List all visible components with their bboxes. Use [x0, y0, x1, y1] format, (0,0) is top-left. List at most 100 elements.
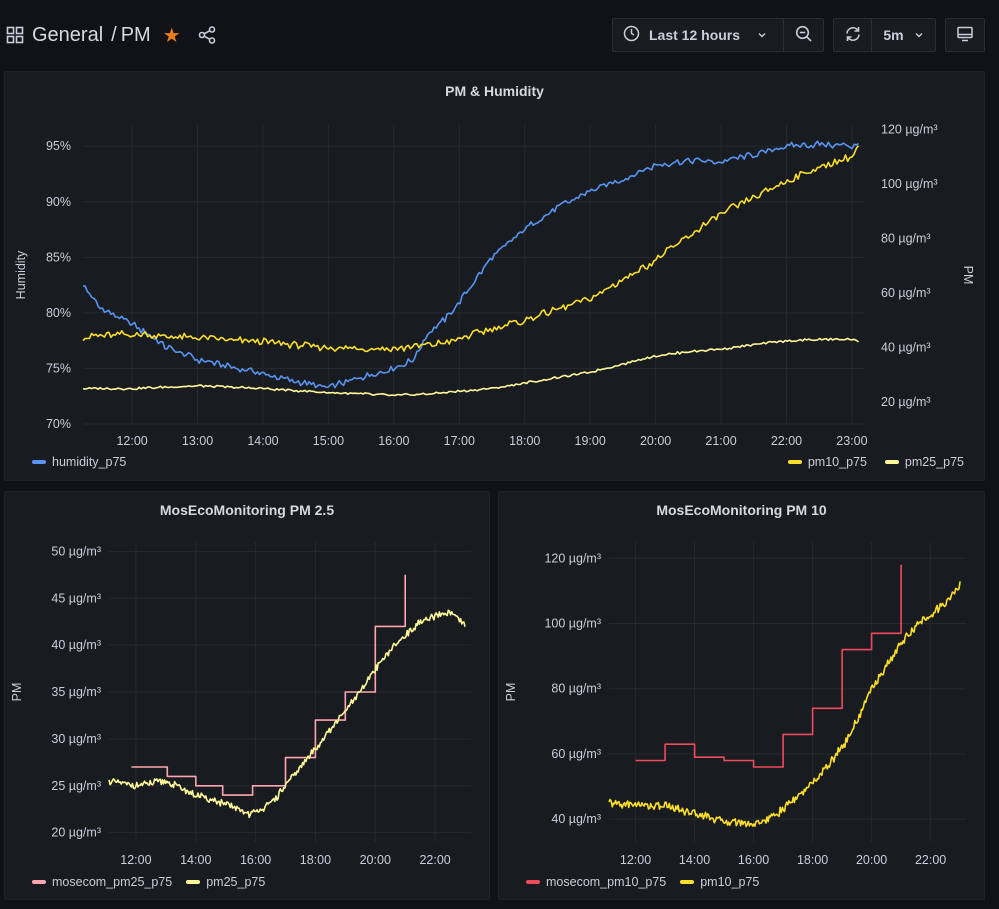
share-icon[interactable]	[197, 25, 217, 45]
series-line-pm10_p75	[82, 145, 860, 353]
y-right-tick-label: 20 µg/m³	[881, 395, 931, 409]
legend-right: pm10_p75 pm25_p75	[787, 455, 964, 469]
series-line-pm10_p75	[608, 581, 961, 828]
legend-swatch-humidity	[32, 460, 46, 464]
mosecom-pm25-chart[interactable]: 12:00 14:00 16:00 18:00 20:00 22:00 20 µg/m³ 25…	[5, 492, 489, 899]
y-right-tick-label: 80 µg/m³	[881, 232, 931, 246]
legend-swatch-pm10	[787, 460, 802, 464]
y-right-axis-label: PM	[961, 266, 975, 285]
panel-title[interactable]: MosEcoMonitoring PM 10	[656, 502, 827, 518]
x-tick-label: 18:00	[797, 853, 828, 867]
legend: mosecom_pm10_p75 pm10_p75	[526, 875, 759, 889]
y-tick-label: 20 µg/m³	[51, 826, 101, 840]
x-tick-label: 15:00	[313, 434, 344, 448]
legend-pm10[interactable]: pm10_p75	[700, 875, 760, 889]
breadcrumb-folder[interactable]: General	[32, 23, 104, 46]
panel-pm-humidity: PM & Humidity 12:00 13:00 14:00 15:00 16:00 1…	[4, 71, 985, 481]
legend-pm25[interactable]: pm25_p75	[206, 875, 266, 889]
y-left-tick-label: 80%	[46, 306, 71, 320]
x-tick-label: 16:00	[240, 853, 271, 867]
star-icon[interactable]: ★	[162, 24, 181, 47]
y-left-tick-label: 70%	[46, 417, 71, 431]
legend-swatch-mosecom-pm10	[526, 880, 540, 884]
legend-humidity[interactable]: humidity_p75	[52, 455, 127, 469]
panel-title[interactable]: PM & Humidity	[445, 83, 544, 99]
y-tick-label: 50 µg/m³	[51, 544, 101, 558]
legend-mosecom-pm25[interactable]: mosecom_pm25_p75	[52, 875, 173, 889]
y-tick-label: 45 µg/m³	[51, 591, 101, 605]
x-tick-label: 14:00	[247, 434, 278, 448]
y-tick-label: 40 µg/m³	[51, 638, 101, 652]
x-tick-label: 14:00	[679, 853, 710, 867]
x-tick-label: 19:00	[575, 434, 606, 448]
y-tick-label: 30 µg/m³	[51, 732, 101, 746]
x-tick-label: 20:00	[640, 434, 671, 448]
y-tick-label: 25 µg/m³	[51, 779, 101, 793]
legend-swatch-pm25	[186, 880, 201, 884]
series-line-humidity_p75	[82, 140, 859, 389]
breadcrumb: General / PM ★	[6, 20, 217, 50]
chevron-down-icon	[757, 27, 767, 43]
legend: mosecom_pm25_p75 pm25_p75	[32, 875, 265, 889]
x-tick-label: 13:00	[182, 434, 213, 448]
x-tick-label: 21:00	[705, 434, 736, 448]
refresh-interval-label: 5m	[883, 27, 904, 43]
y-tick-label: 40 µg/m³	[551, 812, 601, 826]
time-range-label: Last 12 hours	[649, 27, 741, 43]
y-left-axis-label: Humidity	[14, 250, 28, 299]
series-line-mosecom_pm10_p75	[635, 564, 902, 768]
y-tick-label: 120 µg/m³	[544, 551, 601, 565]
x-tick-label: 16:00	[378, 434, 409, 448]
time-range-picker[interactable]: Last 12 hours	[612, 18, 784, 52]
legend-swatch-mosecom-pm25	[32, 880, 46, 884]
breadcrumb-separator: /	[111, 23, 117, 46]
pm-humidity-chart[interactable]: 12:00 13:00 14:00 15:00 16:00 17:00 18:00 19:00…	[5, 72, 984, 480]
chevron-down-icon	[914, 27, 924, 43]
x-tick-label: 14:00	[180, 853, 211, 867]
mosecom-pm10-chart[interactable]: 12:00 14:00 16:00 18:00 20:00 22:00 40 µg/m³ 60…	[499, 492, 984, 899]
y-right-tick-label: 60 µg/m³	[881, 286, 931, 300]
series-line-pm25_p75	[82, 337, 859, 397]
y-axis-label: PM	[10, 683, 24, 702]
y-left-tick-label: 85%	[46, 250, 71, 264]
y-left-tick-label: 90%	[46, 195, 71, 209]
y-tick-label: 35 µg/m³	[51, 685, 101, 699]
x-tick-label: 23:00	[836, 434, 867, 448]
x-tick-label: 22:00	[419, 853, 450, 867]
y-left-tick-label: 75%	[46, 361, 71, 375]
y-axis-label: PM	[504, 683, 518, 702]
x-tick-label: 18:00	[509, 434, 540, 448]
tv-mode-button[interactable]	[945, 18, 985, 52]
x-tick-label: 22:00	[771, 434, 802, 448]
panel-title[interactable]: MosEcoMonitoring PM 2.5	[159, 502, 335, 518]
y-tick-label: 60 µg/m³	[551, 747, 601, 761]
legend-mosecom-pm10[interactable]: mosecom_pm10_p75	[546, 875, 667, 889]
y-tick-label: 100 µg/m³	[544, 617, 601, 631]
page-title[interactable]: PM	[120, 23, 151, 46]
series-line-pm25_p75	[108, 609, 466, 819]
refresh-icon	[844, 25, 862, 46]
top-bar: General / PM ★ Last 12 hours 5m	[0, 0, 999, 70]
panel-mosecomonitoring-pm25: MosEcoMonitoring PM 2.5 12:00 14:00 16:00 1…	[4, 491, 490, 900]
x-tick-label: 16:00	[738, 853, 769, 867]
zoom-out-button[interactable]	[783, 18, 824, 52]
refresh-button[interactable]	[833, 18, 872, 52]
legend-pm25[interactable]: pm25_p75	[904, 455, 964, 469]
y-right-tick-label: 40 µg/m³	[881, 341, 931, 355]
dashboards-grid-icon[interactable]	[6, 26, 24, 44]
x-tick-label: 12:00	[116, 434, 147, 448]
x-tick-label: 18:00	[300, 853, 331, 867]
y-tick-label: 80 µg/m³	[551, 682, 601, 696]
legend-pm10[interactable]: pm10_p75	[807, 455, 867, 469]
x-tick-label: 12:00	[620, 853, 651, 867]
y-right-tick-label: 100 µg/m³	[881, 177, 938, 191]
panel-mosecomonitoring-pm10: MosEcoMonitoring PM 10 12:00 14:00 16:00 18…	[498, 491, 985, 900]
x-tick-label: 20:00	[856, 853, 887, 867]
series-line-mosecom_pm25_p75	[131, 574, 406, 796]
legend-left: humidity_p75	[32, 455, 126, 469]
legend-swatch-pm25	[884, 460, 899, 464]
legend-swatch-pm10	[680, 880, 695, 884]
clock-icon	[623, 25, 640, 45]
refresh-interval-picker[interactable]: 5m	[871, 18, 936, 52]
y-left-tick-label: 95%	[46, 139, 71, 153]
